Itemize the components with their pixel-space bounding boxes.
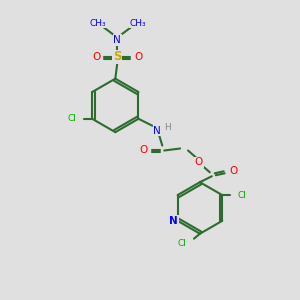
Text: Cl: Cl (178, 239, 187, 248)
Text: N: N (169, 216, 178, 226)
Text: O: O (195, 158, 203, 167)
Text: N: N (153, 126, 161, 136)
Text: S: S (113, 50, 122, 63)
Text: O: O (92, 52, 101, 62)
Text: N: N (113, 35, 121, 45)
Text: Cl: Cl (238, 190, 247, 200)
Text: CH₃: CH₃ (89, 19, 106, 28)
Text: O: O (134, 52, 142, 62)
Text: H: H (164, 123, 171, 132)
Text: O: O (139, 146, 148, 155)
Text: Cl: Cl (68, 114, 77, 123)
Text: O: O (230, 166, 238, 176)
Text: CH₃: CH₃ (130, 19, 146, 28)
